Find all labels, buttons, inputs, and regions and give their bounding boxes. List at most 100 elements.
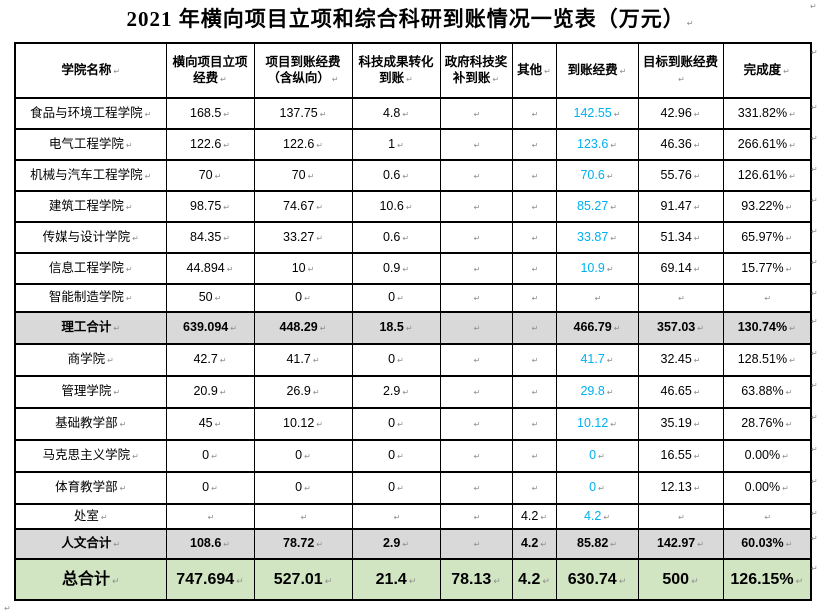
cell-value: 0.00% bbox=[744, 448, 781, 463]
cell-value: 16.55 bbox=[660, 448, 692, 463]
value-cell: ↵ bbox=[511, 471, 557, 505]
college-name: 管理学院 bbox=[61, 384, 112, 399]
cell-value: 0.6 bbox=[382, 229, 401, 244]
value-cell: 28.76% ↵ bbox=[722, 407, 812, 441]
paragraph-mark: ↵ bbox=[785, 388, 793, 398]
value-cell: 35.19 ↵ bbox=[637, 407, 724, 441]
value-cell: 2.9 ↵ bbox=[351, 375, 441, 409]
paragraph-mark: ↵ bbox=[319, 324, 327, 334]
value-cell: 0.6 ↵ bbox=[351, 221, 441, 254]
cell-value: 98.75 bbox=[190, 198, 222, 213]
column-header: 目标到账经费 ↵ bbox=[637, 42, 724, 99]
value-cell: 2.9 ↵ bbox=[351, 528, 441, 560]
college-name-cell: 理工合计 ↵ bbox=[14, 311, 167, 345]
college-name-cell: 信息工程学院 ↵ bbox=[14, 252, 167, 285]
value-cell: 16.55 ↵ bbox=[637, 439, 724, 473]
cell-value: 137.75 bbox=[279, 105, 318, 120]
cell-value: 74.67 bbox=[283, 198, 315, 213]
column-header: 其他 ↵ bbox=[511, 42, 557, 99]
cell-value: 63.88% bbox=[741, 384, 784, 399]
cell-value: 69.14 bbox=[660, 260, 692, 275]
paragraph-mark: ↵ bbox=[531, 140, 539, 150]
paragraph-mark: ↵ bbox=[111, 576, 120, 587]
value-cell: ↵ bbox=[439, 283, 513, 313]
value-cell: 26.9 ↵ bbox=[253, 375, 353, 409]
column-header: 学院名称 ↵ bbox=[14, 42, 167, 99]
cell-value: 630.74 bbox=[567, 570, 617, 588]
cell-value: 0 bbox=[388, 352, 396, 367]
cell-value: 93.22% bbox=[741, 198, 784, 213]
paragraph-mark: ↵ bbox=[686, 19, 695, 28]
value-cell: 85.82 ↵ bbox=[555, 528, 639, 560]
value-cell: 10 ↵ bbox=[253, 252, 353, 285]
paragraph-mark: ↵ bbox=[764, 512, 772, 522]
paragraph-mark: ↵ bbox=[693, 264, 701, 274]
paragraph-mark: ↵ bbox=[789, 356, 796, 366]
paragraph-mark: ↵ bbox=[316, 140, 323, 150]
paragraph-mark: ↵ bbox=[307, 264, 315, 274]
paragraph-mark: ↵ bbox=[606, 388, 614, 398]
row-end-mark: ↵ bbox=[811, 445, 818, 454]
paragraph-mark: ↵ bbox=[223, 140, 230, 150]
cell-value: 45 bbox=[198, 416, 213, 431]
paragraph-mark: ↵ bbox=[304, 294, 311, 304]
paragraph-mark: ↵ bbox=[531, 109, 539, 119]
paragraph-mark: ↵ bbox=[397, 294, 404, 304]
paragraph-mark: ↵ bbox=[100, 512, 108, 522]
paragraph-mark: ↵ bbox=[613, 109, 621, 119]
table-row: 商学院 ↵ 42.7 ↵ 41.7 ↵ 0 ↵ ↵ ↵ 41.7 ↵ 32.45 ↵ 128.51% ↵ bbox=[14, 343, 812, 377]
college-name-cell: 智能制造学院 ↵ bbox=[14, 283, 167, 313]
value-cell: 0 ↵ bbox=[351, 407, 441, 441]
value-cell: 65.97% ↵ bbox=[722, 221, 812, 254]
value-cell: 78.13 ↵ bbox=[439, 558, 513, 601]
cell-value: 4.2 bbox=[518, 570, 541, 588]
cell-value: 142.97 bbox=[657, 536, 696, 551]
college-name: 传媒与设计学院 bbox=[42, 229, 131, 244]
column-header-label: 完成度 bbox=[743, 62, 782, 77]
value-cell: ↵ bbox=[511, 128, 557, 161]
college-name: 智能制造学院 bbox=[48, 290, 124, 305]
value-cell: ↵ bbox=[555, 283, 639, 313]
cell-value: 70 bbox=[198, 167, 213, 182]
value-cell: ↵ bbox=[722, 283, 812, 313]
paragraph-mark: ↵ bbox=[618, 576, 627, 587]
value-cell: ↵ bbox=[439, 375, 513, 409]
value-cell: 500 ↵ bbox=[637, 558, 724, 601]
cell-value: 32.45 bbox=[660, 352, 692, 367]
paragraph-mark: ↵ bbox=[223, 109, 230, 119]
paragraph-mark: ↵ bbox=[693, 233, 701, 243]
value-cell: 4.8 ↵ bbox=[351, 97, 441, 130]
paragraph-mark: ↵ bbox=[785, 264, 793, 274]
value-cell: 10.6 ↵ bbox=[351, 190, 441, 223]
cell-value: 142.55 bbox=[573, 105, 612, 120]
value-cell: 142.97 ↵ bbox=[637, 528, 724, 560]
value-cell: 630.74 ↵ bbox=[555, 558, 639, 601]
value-cell: 448.29 ↵ bbox=[253, 311, 353, 345]
paragraph-mark: ↵ bbox=[402, 540, 410, 550]
paragraph-mark: ↵ bbox=[678, 74, 685, 84]
cell-value: 128.51% bbox=[737, 352, 788, 367]
cell-value: 126.15% bbox=[730, 570, 794, 588]
table-row: 理工合计 ↵ 639.094 ↵ 448.29 ↵ 18.5 ↵ ↵ ↵ 466.79 ↵ 357.03… bbox=[14, 311, 812, 345]
table-row: 处室 ↵ ↵ ↵ ↵ ↵ 4.2 ↵ 4.2 ↵ ↵ ↵ bbox=[14, 503, 812, 530]
value-cell: 168.5 ↵ bbox=[165, 97, 255, 130]
paragraph-mark: ↵ bbox=[619, 66, 627, 76]
paragraph-mark: ↵ bbox=[113, 540, 121, 550]
column-header-label: 目标到账经费 bbox=[642, 54, 718, 69]
cell-value: 0.9 bbox=[382, 260, 401, 275]
value-cell: 0 ↵ bbox=[351, 343, 441, 377]
paragraph-mark: ↵ bbox=[473, 484, 481, 494]
value-cell: 4.2 ↵ bbox=[555, 503, 639, 530]
cell-value: 65.97% bbox=[741, 229, 784, 244]
value-cell: 0 ↵ bbox=[555, 439, 639, 473]
value-cell: 70 ↵ bbox=[165, 159, 255, 192]
college-name: 食品与环境工程学院 bbox=[30, 105, 143, 120]
paragraph-mark: ↵ bbox=[144, 109, 152, 119]
value-cell: 41.7 ↵ bbox=[555, 343, 639, 377]
paragraph-mark: ↵ bbox=[220, 74, 227, 84]
value-cell: 74.67 ↵ bbox=[253, 190, 353, 223]
paragraph-mark: ↵ bbox=[473, 233, 481, 243]
paragraph-mark: ↵ bbox=[697, 324, 704, 334]
paragraph-mark: ↵ bbox=[531, 388, 539, 398]
paragraph-mark: ↵ bbox=[397, 356, 404, 366]
